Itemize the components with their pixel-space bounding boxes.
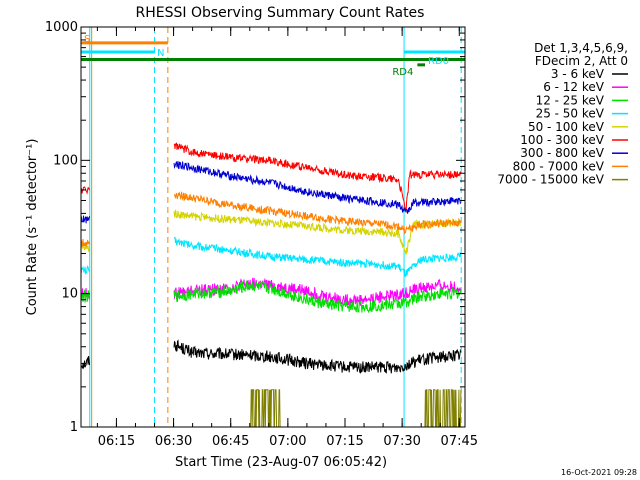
y-tick-label: 1000 xyxy=(45,20,78,35)
series-line-9-b xyxy=(174,389,462,427)
x-tick-label: 06:45 xyxy=(212,434,249,449)
flag-label-n: N xyxy=(157,48,164,59)
series-line-1-b xyxy=(173,339,462,374)
series-line-3-b xyxy=(173,280,462,314)
series-line-7-b xyxy=(173,161,462,214)
legend-label: 100 - 300 keV xyxy=(520,133,604,147)
x-axis-label: Start Time (23-Aug-07 06:05:42) xyxy=(175,455,387,470)
series-line-4-a xyxy=(81,265,91,276)
chart-title: RHESSI Observing Summary Count Rates xyxy=(136,5,425,21)
legend: Det 1,3,4,5,6,9, FDecim 2, Att 0 3 - 6 k… xyxy=(497,41,628,187)
legend-header-line-1: Det 1,3,4,5,6,9, xyxy=(534,41,628,55)
x-tick-label: 07:30 xyxy=(383,434,420,449)
series-line-1-a xyxy=(81,355,91,370)
series-line-4-b xyxy=(173,236,462,278)
flag-label-s: S xyxy=(84,34,90,45)
flag-label-rd4: RD4 xyxy=(392,67,413,78)
series-line-5-a xyxy=(81,244,90,252)
flag-label-rd0: RD0 xyxy=(428,56,449,67)
x-tick-label: 06:15 xyxy=(98,434,135,449)
legend-label: 3 - 6 keV xyxy=(551,67,605,81)
legend-label: 300 - 800 keV xyxy=(520,146,604,160)
legend-label: 6 - 12 keV xyxy=(543,80,605,94)
legend-header-line-2: FDecim 2, Att 0 xyxy=(535,54,628,68)
series-line-8-b xyxy=(173,191,462,235)
series-line-8-a xyxy=(81,238,91,248)
series-line-6-b xyxy=(173,142,462,213)
legend-label: 12 - 25 keV xyxy=(536,93,605,107)
legend-label: 50 - 100 keV xyxy=(528,120,605,134)
legend-label: 7000 - 15000 keV xyxy=(497,173,604,187)
y-tick-label: 1 xyxy=(70,420,78,435)
series-line-7-a xyxy=(81,215,91,224)
timestamp: 16-Oct-2021 09:28 xyxy=(561,468,637,477)
legend-label: 25 - 50 keV xyxy=(536,107,605,121)
x-tick-label: 07:15 xyxy=(326,434,363,449)
y-tick-label: 100 xyxy=(53,153,78,168)
series-line-6-a xyxy=(81,186,91,195)
x-tick-label: 07:45 xyxy=(441,434,478,449)
series-line-5-b xyxy=(173,209,462,255)
y-axis-label: Count Rate (s⁻¹ detector⁻¹) xyxy=(25,139,40,316)
y-tick-label: 10 xyxy=(61,287,78,302)
legend-label: 800 - 7000 keV xyxy=(513,159,605,173)
x-tick-label: 07:00 xyxy=(269,434,306,449)
plot-frame xyxy=(80,26,466,428)
x-tick-label: 06:30 xyxy=(155,434,192,449)
